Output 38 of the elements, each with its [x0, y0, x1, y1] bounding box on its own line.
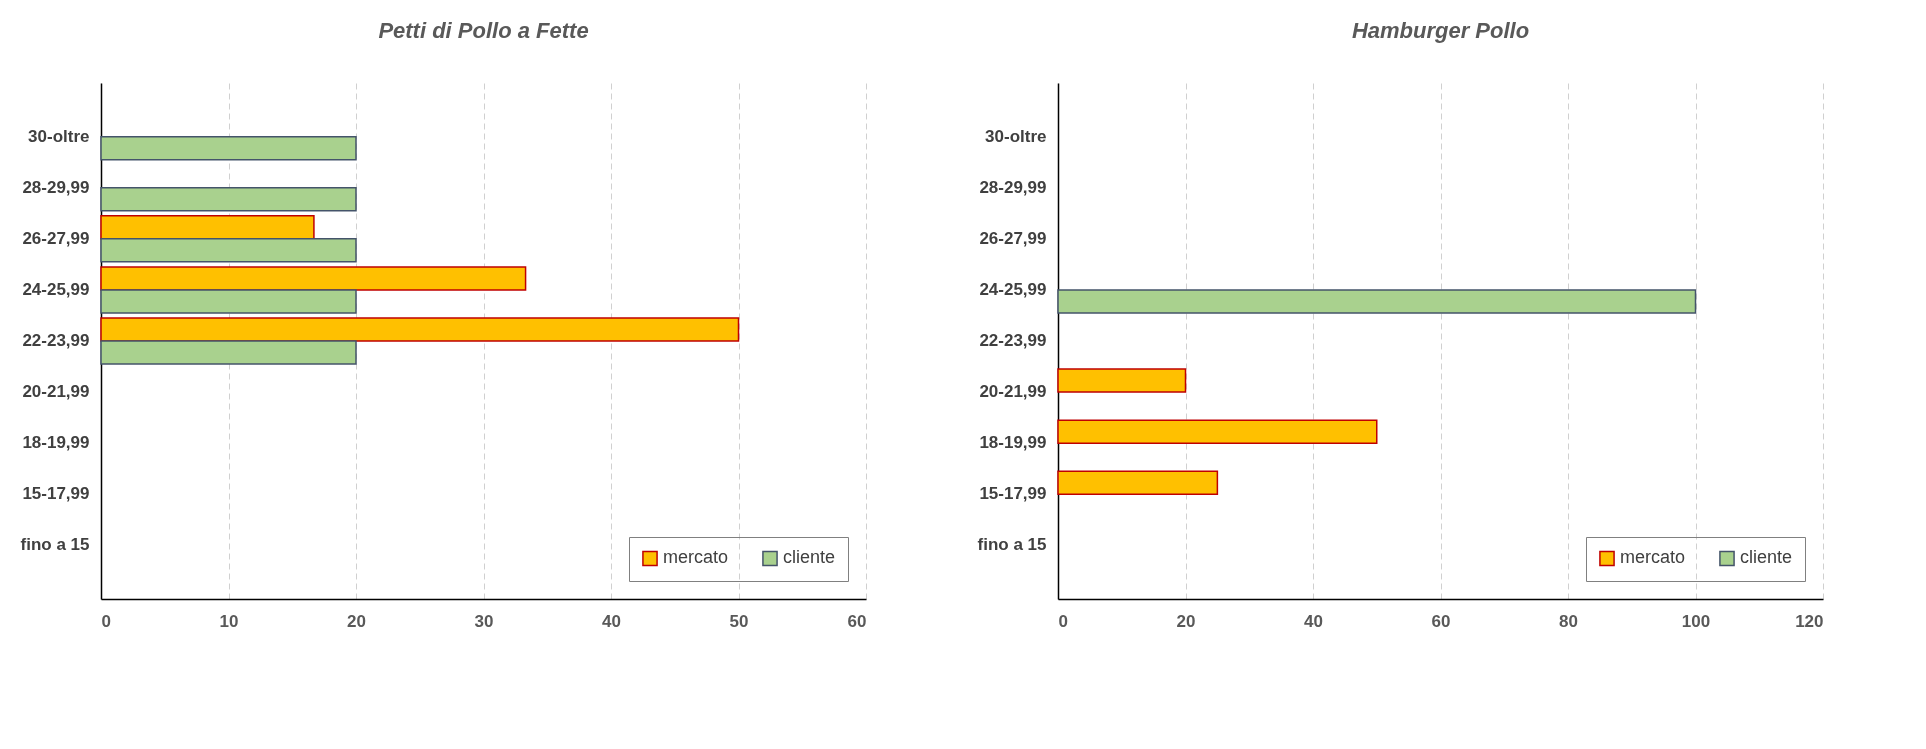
y-tick-label: 20-21,99 [979, 382, 1047, 402]
y-tick-label: 26-27,99 [22, 228, 90, 248]
x-tick-label: 40 [602, 611, 621, 631]
x-tick-label: 30 [474, 611, 494, 631]
y-tick-label: 30-oltre [985, 126, 1047, 146]
x-tick-label: 40 [1304, 611, 1323, 631]
y-tick-label: 28-29,99 [979, 177, 1047, 197]
chart-title: Hamburger Pollo [1351, 18, 1530, 43]
x-tick-label: 10 [219, 611, 239, 631]
x-tick-label: 20 [1176, 611, 1196, 631]
legend-label: mercato [1620, 547, 1686, 568]
y-tick-label: 20-21,99 [22, 382, 90, 402]
y-tick-label: 22-23,99 [22, 331, 90, 350]
y-tick-label: 18-19,99 [22, 433, 90, 453]
y-tick-label: 26-27,99 [979, 228, 1047, 248]
y-tick-label: fino a 15 [20, 535, 90, 555]
x-tick-label: 60 [847, 611, 867, 631]
y-tick-label: 24-25,99 [979, 279, 1047, 299]
y-tick-label: 30-oltre [28, 126, 90, 146]
y-tick-label: 18-19,99 [979, 433, 1047, 453]
chart-title: Petti di Pollo a Fette [378, 18, 589, 43]
x-tick-label: 20 [347, 611, 366, 631]
y-tick-label: 22-23,99 [979, 331, 1047, 350]
y-tick-label: 15-17,99 [979, 484, 1047, 504]
x-tick-label: 0 [1058, 611, 1068, 631]
y-tick-label: 15-17,99 [22, 484, 90, 504]
x-tick-label: 50 [729, 611, 749, 631]
x-tick-label: 100 [1681, 611, 1711, 631]
y-tick-label: 24-25,99 [22, 279, 90, 299]
x-tick-label: 0 [101, 611, 111, 631]
legend-label: cliente [1740, 547, 1793, 568]
x-tick-label: 80 [1559, 611, 1578, 631]
legend-label: cliente [783, 547, 836, 568]
y-tick-label: 28-29,99 [22, 177, 90, 197]
x-tick-label: 120 [1795, 611, 1824, 631]
legend-label: mercato [663, 547, 729, 568]
x-tick-label: 60 [1431, 611, 1451, 631]
y-tick-label: fino a 15 [977, 535, 1047, 555]
